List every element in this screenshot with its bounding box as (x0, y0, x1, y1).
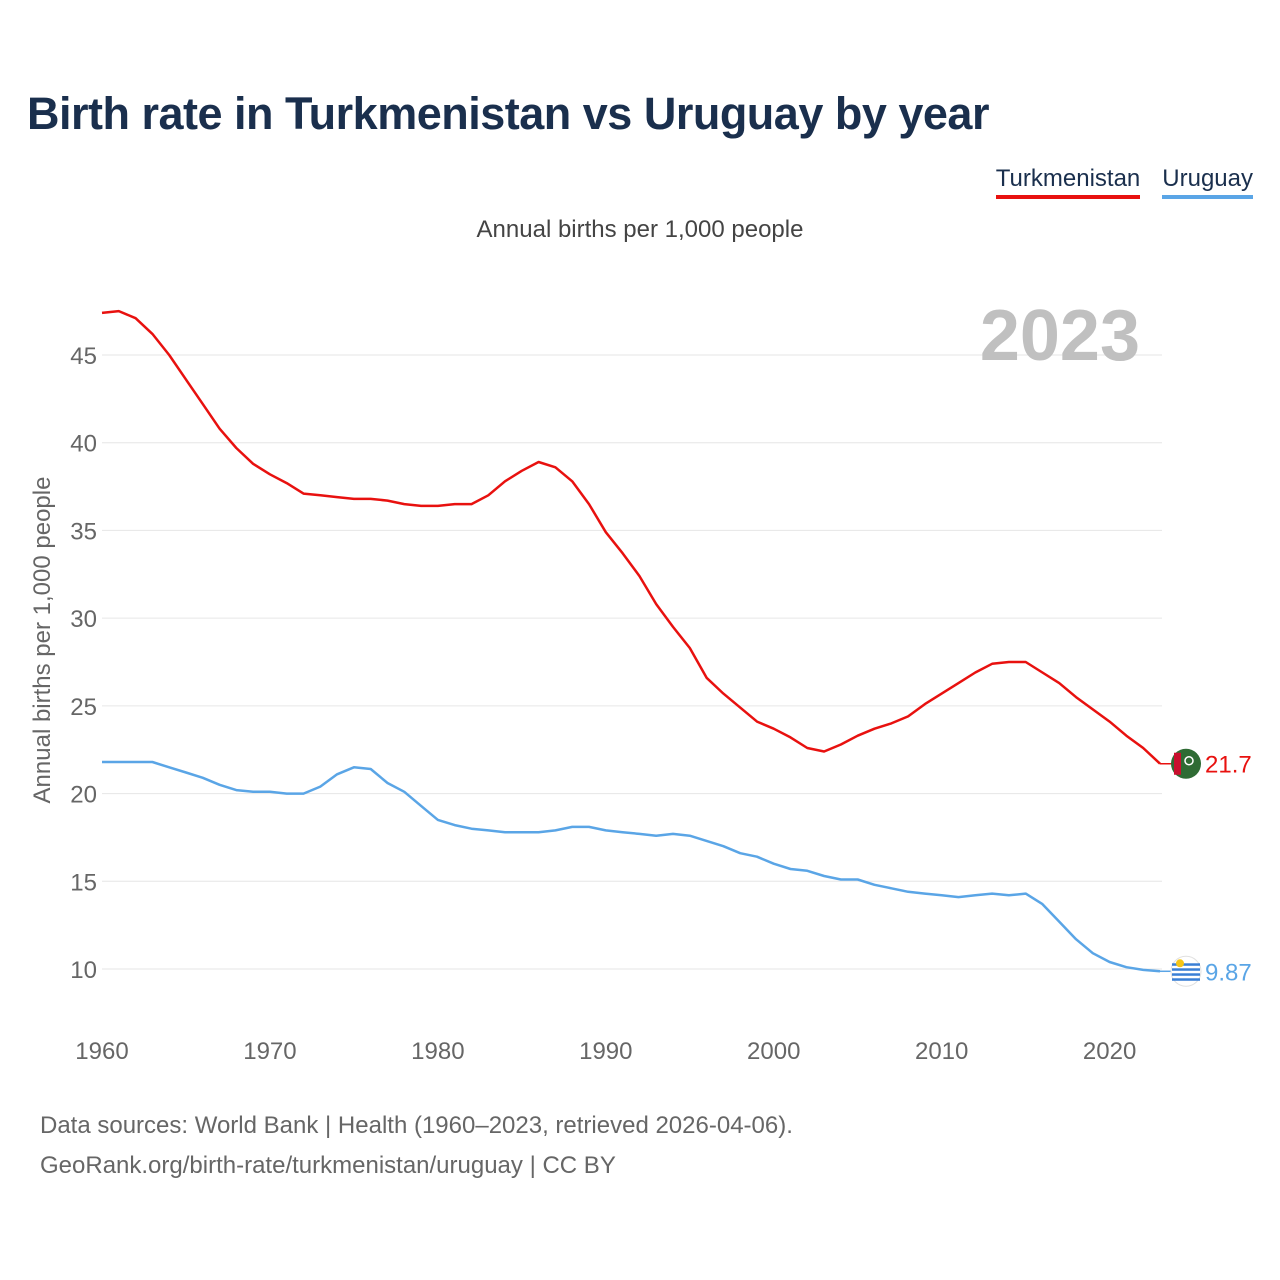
legend: Turkmenistan Uruguay (995, 165, 1253, 199)
line-chart: 10 15 20 25 30 35 40 45 1960 1970 1980 1990 2000 201… (29, 296, 1252, 1065)
source-line-2[interactable]: GeoRank.org/birth-rate/turkmenistan/urug… (40, 1152, 616, 1179)
x-axis-ticks: 1960 1970 1980 1990 2000 2010 2020 (75, 1038, 1136, 1065)
y-tick-label: 10 (70, 957, 97, 984)
series-line-turkmenistan (101, 309, 1161, 765)
y-tick-label: 45 (70, 343, 97, 370)
legend-item-turkmenistan[interactable]: Turkmenistan (995, 165, 1141, 199)
series-line-uruguay (102, 760, 1161, 973)
end-markers: 21.7 9.87 (1160, 748, 1252, 987)
x-tick-label: 1970 (243, 1038, 296, 1065)
y-axis-title: Annual births per 1,000 people (29, 477, 56, 804)
y-tick-label: 20 (70, 782, 97, 809)
uruguay-flag-icon (1170, 955, 1202, 987)
y-tick-label: 30 (70, 606, 97, 633)
chart-subtitle: Annual births per 1,000 people (476, 216, 804, 243)
y-tick-label: 35 (70, 518, 97, 545)
y-tick-label: 40 (70, 431, 97, 458)
legend-item-uruguay[interactable]: Uruguay (1162, 165, 1253, 199)
y-tick-label: 15 (70, 869, 97, 896)
x-tick-label: 2010 (915, 1038, 968, 1065)
source-line-1: Data sources: World Bank | Health (1960–… (40, 1112, 793, 1139)
x-tick-label: 2000 (747, 1038, 800, 1065)
end-label-uruguay: 9.87 (1205, 959, 1252, 986)
year-label: 2023 (980, 296, 1140, 376)
x-tick-label: 1990 (579, 1038, 632, 1065)
series-lines (101, 309, 1161, 973)
x-tick-label: 1980 (411, 1038, 464, 1065)
y-tick-label: 25 (70, 694, 97, 721)
x-tick-label: 1960 (75, 1038, 128, 1065)
source-note: Data sources: World Bank | Health (1960–… (40, 1106, 793, 1186)
turkmenistan-flag-icon (1171, 748, 1201, 779)
chart-title: Birth rate in Turkmenistan vs Uruguay by… (27, 88, 989, 139)
end-label-turkmenistan: 21.7 (1205, 752, 1252, 779)
x-tick-label: 2020 (1083, 1038, 1136, 1065)
y-axis-ticks: 10 15 20 25 30 35 40 45 (70, 343, 97, 984)
